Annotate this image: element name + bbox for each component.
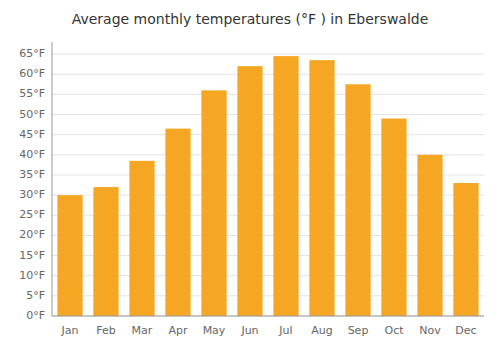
bar: [417, 155, 442, 316]
bars: [57, 56, 478, 316]
chart: Average monthly temperatures (°F ) in Eb…: [0, 0, 500, 350]
title: Average monthly temperatures (°F ) in Eb…: [72, 11, 429, 27]
y-tick-label: 15°F: [19, 249, 45, 262]
y-tick-label: 65°F: [19, 47, 45, 60]
x-axis: Jan Feb Mar Apr May Jun Jul Aug Sep Oct Nov Dec: [61, 324, 477, 337]
y-tick-label: 0°F: [26, 309, 45, 322]
x-tick-label: Dec: [455, 324, 476, 337]
grid-line: [52, 54, 484, 55]
y-tick-label: 50°F: [19, 108, 45, 121]
bar: [237, 66, 262, 316]
grid-line: [52, 94, 484, 95]
grid-line: [52, 114, 484, 115]
y-tick-label: 55°F: [19, 87, 45, 100]
y-tick-label: 10°F: [19, 269, 45, 282]
y-tick-label: 30°F: [19, 188, 45, 201]
x-tick-label: Jun: [240, 324, 258, 337]
bar: [165, 129, 190, 316]
bar: [273, 56, 298, 316]
y-axis-line: [52, 42, 53, 316]
y-axis: 0°F 5°F 10°F 15°F 20°F 25°F 30°F 35°F 40°F 45°F 50…: [19, 47, 484, 322]
bar: [309, 60, 334, 316]
bar: [93, 187, 118, 316]
bar: [381, 119, 406, 316]
y-tick-label: 5°F: [26, 289, 45, 302]
y-tick-label: 35°F: [19, 168, 45, 181]
bar: [201, 90, 226, 316]
grid-line: [52, 134, 484, 135]
x-tick-label: May: [203, 324, 226, 337]
bar: [345, 84, 370, 316]
x-tick-label: Nov: [419, 324, 441, 337]
bar: [57, 195, 82, 316]
chart-container: Average monthly temperatures (°F ) in Eb…: [0, 0, 500, 350]
x-axis-line: [52, 316, 484, 317]
x-tick-label: Jan: [61, 324, 79, 337]
x-tick-label: Mar: [132, 324, 153, 337]
grid-line: [52, 74, 484, 75]
y-tick-label: 40°F: [19, 148, 45, 161]
x-tick-label: Apr: [168, 324, 188, 337]
x-tick-label: Sep: [348, 324, 369, 337]
x-tick-label: Feb: [96, 324, 115, 337]
x-tick-label: Oct: [384, 324, 404, 337]
y-tick-label: 25°F: [19, 208, 45, 221]
bar: [129, 161, 154, 316]
bar: [453, 183, 478, 316]
y-tick-label: 20°F: [19, 228, 45, 241]
x-tick-label: Aug: [311, 324, 332, 337]
grid-line: [52, 316, 484, 317]
x-tick-label: Jul: [278, 324, 292, 337]
y-tick-label: 60°F: [19, 67, 45, 80]
y-tick-label: 45°F: [19, 128, 45, 141]
